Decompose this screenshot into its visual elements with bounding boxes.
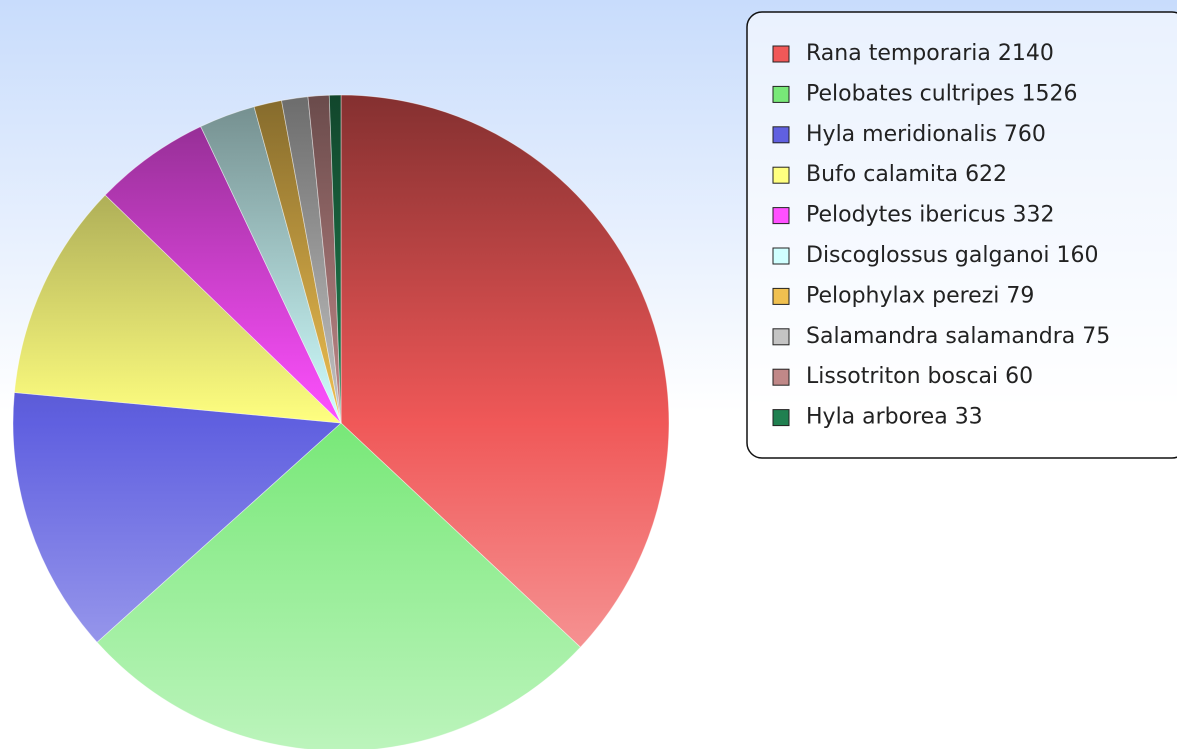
legend-entry: Pelobates cultripes 1526 <box>806 81 1078 106</box>
legend-value: 622 <box>965 162 1007 187</box>
pie-slice <box>96 422 581 749</box>
legend-label: Hyla arborea <box>806 405 948 430</box>
legend-entry: Hyla arborea 33 <box>806 405 983 430</box>
pie <box>12 94 670 749</box>
legend-value: 2140 <box>998 41 1054 66</box>
legend-value: 60 <box>1005 364 1033 389</box>
legend-swatch <box>772 126 790 144</box>
legend-swatch <box>772 409 790 427</box>
pie-slice <box>13 194 343 424</box>
legend-entry: Pelophylax perezi 79 <box>806 283 1034 308</box>
legend-swatch <box>772 287 790 305</box>
legend-swatch <box>772 166 790 184</box>
legend-swatch <box>772 247 790 265</box>
legend-entry: Bufo calamita 622 <box>806 162 1007 187</box>
legend-label: Bufo calamita <box>806 162 958 187</box>
legend-value: 79 <box>1006 283 1034 308</box>
pie-slice <box>12 392 342 643</box>
legend-label: Pelobates cultripes <box>806 81 1015 106</box>
pie-slice <box>328 94 342 424</box>
legend-entry: Lissotriton boscai 60 <box>806 364 1033 389</box>
legend-swatch <box>772 45 790 63</box>
legend: Rana temporaria 2140 Pelobates cultripes 15… <box>772 41 1110 430</box>
legend-entry: Pelodytes ibericus 332 <box>806 203 1054 228</box>
legend-value: 75 <box>1082 324 1110 349</box>
legend-box <box>746 11 1177 459</box>
legend-entry: Hyla meridionalis 760 <box>806 122 1046 147</box>
legend-label: Discoglossus galganoi <box>806 243 1049 268</box>
legend-label: Lissotriton boscai <box>806 364 998 389</box>
legend-swatch <box>772 207 790 225</box>
pie-slice <box>340 94 670 648</box>
legend-label: Hyla meridionalis <box>806 122 997 147</box>
legend-entry: Discoglossus galganoi 160 <box>806 243 1098 268</box>
legend-swatch <box>772 328 790 346</box>
legend-entry: Salamandra salamandra 75 <box>806 324 1110 349</box>
legend-swatch <box>772 368 790 386</box>
legend-value: 1526 <box>1022 81 1078 106</box>
legend-value: 160 <box>1056 243 1098 268</box>
legend-label: Salamandra salamandra <box>806 324 1075 349</box>
legend-value: 760 <box>1004 122 1046 147</box>
legend-label: Rana temporaria <box>806 41 991 66</box>
legend-swatch <box>772 85 790 103</box>
legend-value: 33 <box>955 405 983 430</box>
legend-label: Pelodytes ibericus <box>806 203 1005 228</box>
legend-entry: Rana temporaria 2140 <box>806 41 1054 66</box>
legend-value: 332 <box>1012 203 1054 228</box>
legend-label: Pelophylax perezi <box>806 283 999 308</box>
